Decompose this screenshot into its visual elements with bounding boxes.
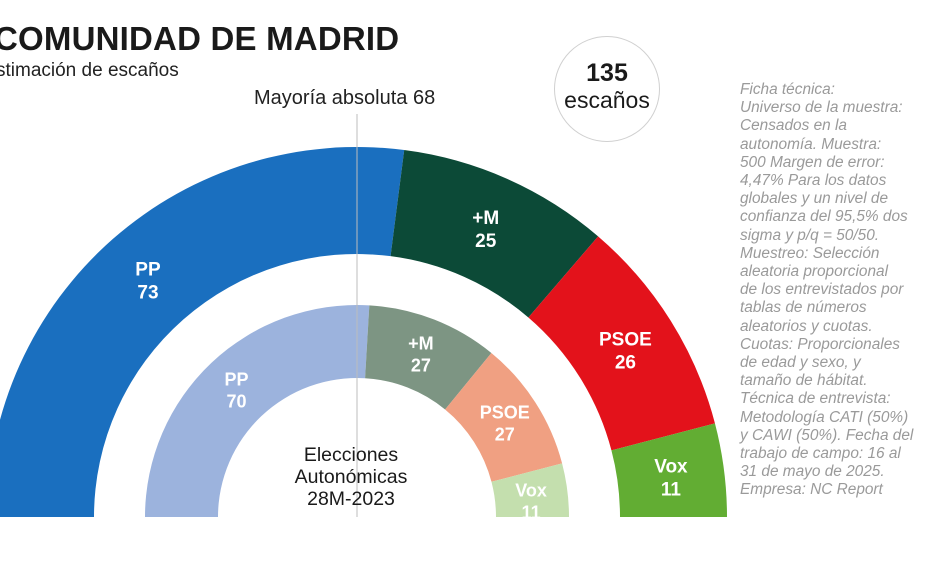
technical-note-line: globales y un nivel de [740, 190, 889, 208]
technical-note-line: Empresa: NC Report [740, 481, 883, 499]
chart-title: COMUNIDAD DE MADRID [0, 20, 400, 57]
technical-note-line: tablas de números [740, 299, 867, 317]
outer-party-name-label: +M [472, 208, 499, 229]
inner-party-name-label: Vox [515, 481, 547, 501]
technical-note-line: de los entrevistados por [740, 281, 904, 299]
outer-segment-vox [611, 423, 727, 517]
inner-party-name-label: PSOE [480, 402, 530, 422]
outer-party-seats-label: 25 [475, 231, 497, 252]
outer-party-seats-label: 73 [137, 282, 158, 303]
technical-note-line: aleatorios y cuotas. [740, 317, 873, 335]
technical-note-line: Ficha técnica: [740, 81, 835, 98]
outer-party-name-label: PSOE [599, 329, 652, 350]
outer-party-name-label: Vox [654, 457, 688, 478]
technical-note-line: Muestreo: Selección [740, 244, 880, 262]
inner-ring-2023 [145, 305, 569, 517]
chart-subtitle: stimación de escaños [0, 60, 179, 81]
technical-note-line: 500 Margen de error: [740, 153, 885, 171]
inner-party-seats-label: 11 [522, 503, 541, 523]
inner-segment-pp [145, 305, 370, 517]
inner-segment-psoe [445, 353, 563, 482]
technical-note-line: aleatoria proporcional [740, 263, 889, 281]
outer-segment-pp [0, 146, 405, 517]
outer-party-seats-label: 11 [661, 480, 682, 501]
outer-segment-psoe [528, 236, 715, 451]
technical-note-line: y CAWI (50%). Fecha del [740, 426, 914, 444]
previous-election-caption: Elecciones Autonómicas 28M-2023 [258, 444, 444, 510]
technical-note-line: Cuotas: Proporcionales [740, 335, 900, 353]
previous-caption-line: Autonómicas [294, 466, 408, 488]
outer-party-seats-label: 26 [615, 352, 636, 373]
technical-note-line: autonomía. Muestra: [740, 135, 882, 153]
outer-party-name-label: PP [135, 259, 161, 280]
technical-note-line: trabajo de campo: 16 al [740, 445, 901, 463]
technical-note-line: Censados en la [740, 117, 847, 135]
inner-party-seats-label: 27 [495, 424, 515, 444]
technical-note-line: sigma y p/q = 50/50. [740, 226, 880, 244]
previous-caption-line: 28M-2023 [307, 488, 395, 510]
technical-note-line: tamaño de hábitat. [740, 372, 868, 390]
technical-note-line: 4,47% Para los datos [740, 172, 887, 190]
majority-label: Mayoría absoluta 68 [254, 87, 436, 109]
total-seats-number: 135 [586, 59, 628, 87]
inner-party-seats-label: 27 [411, 356, 431, 376]
total-seats-unit: escaños [564, 87, 650, 113]
technical-note: Ficha técnica: Universo de la muestra: Cen… [740, 81, 930, 500]
inner-segment-vox [491, 463, 569, 517]
technical-note-line: Técnica de entrevista: [740, 390, 891, 408]
technical-note-line: Metodología CATI (50%) [740, 408, 909, 426]
inner-party-name-label: +M [408, 334, 434, 354]
inner-party-name-label: PP [225, 369, 249, 389]
outer-segment-mas-m [390, 150, 599, 318]
previous-caption-line: Elecciones [303, 444, 399, 466]
technical-note-line: confianza del 95,5% dos [740, 208, 908, 226]
inner-party-seats-label: 70 [227, 391, 247, 411]
inner-segment-mas-m [365, 305, 492, 410]
total-seats-badge: 135 escaños [554, 36, 660, 142]
technical-note-line: de edad y sexo, y [740, 354, 861, 372]
technical-note-line: Universo de la muestra: [740, 99, 903, 117]
technical-note-line: 31 de mayo de 2025. [740, 463, 885, 481]
outer-ring-estimate [0, 146, 727, 517]
